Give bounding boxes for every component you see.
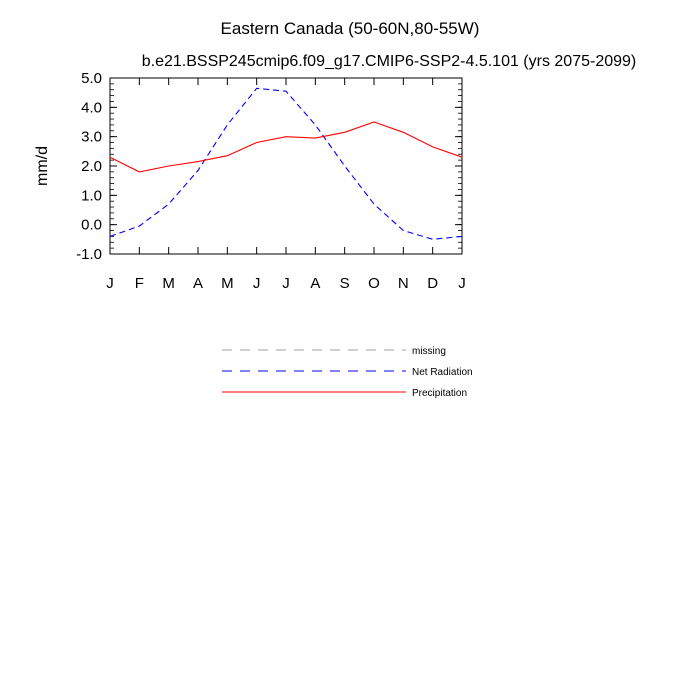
plot-border bbox=[109, 77, 463, 255]
x-tick-label: J bbox=[282, 275, 290, 292]
y-tick-label: 0.0 bbox=[81, 217, 102, 234]
x-tick-label: A bbox=[193, 275, 203, 292]
x-tick-label: A bbox=[310, 275, 320, 292]
y-tick-label: 3.0 bbox=[81, 129, 102, 146]
x-tick-label: N bbox=[398, 275, 409, 292]
series-layer bbox=[109, 87, 463, 240]
y-axis-label: mm/d bbox=[34, 146, 51, 186]
x-tick-label: F bbox=[135, 275, 144, 292]
y-tick-label: 4.0 bbox=[81, 99, 102, 116]
chart-title: Eastern Canada (50-60N,80-55W) bbox=[221, 19, 480, 38]
series-line-precipitation bbox=[109, 121, 463, 173]
x-tick-label: O bbox=[368, 275, 380, 292]
x-tick-label: J bbox=[253, 275, 261, 292]
x-tick-label: D bbox=[427, 275, 438, 292]
x-tick-label: J bbox=[106, 275, 114, 292]
legend-label: Precipitation bbox=[412, 388, 467, 399]
x-tick-label: J bbox=[458, 275, 466, 292]
y-tick-label: -1.0 bbox=[76, 246, 102, 263]
series-line-net-radiation bbox=[109, 87, 463, 240]
y-tick-label: 1.0 bbox=[81, 187, 102, 204]
y-tick-label: 5.0 bbox=[81, 70, 102, 87]
x-tick-label: M bbox=[221, 275, 234, 292]
legend: missing Net Radiation Precipitation bbox=[222, 346, 473, 399]
y-axis: 5.0 4.0 3.0 2.0 1.0 0.0 -1.0 bbox=[76, 70, 462, 263]
x-tick-label: S bbox=[340, 275, 350, 292]
y-tick-label: 2.0 bbox=[81, 158, 102, 175]
chart-subtitle: b.e21.BSSP245cmip6.f09_g17.CMIP6-SSP2-4.… bbox=[142, 53, 637, 70]
x-tick-label: M bbox=[162, 275, 175, 292]
plot-frame bbox=[109, 77, 463, 255]
legend-label: missing bbox=[412, 346, 446, 357]
legend-label: Net Radiation bbox=[412, 367, 473, 378]
